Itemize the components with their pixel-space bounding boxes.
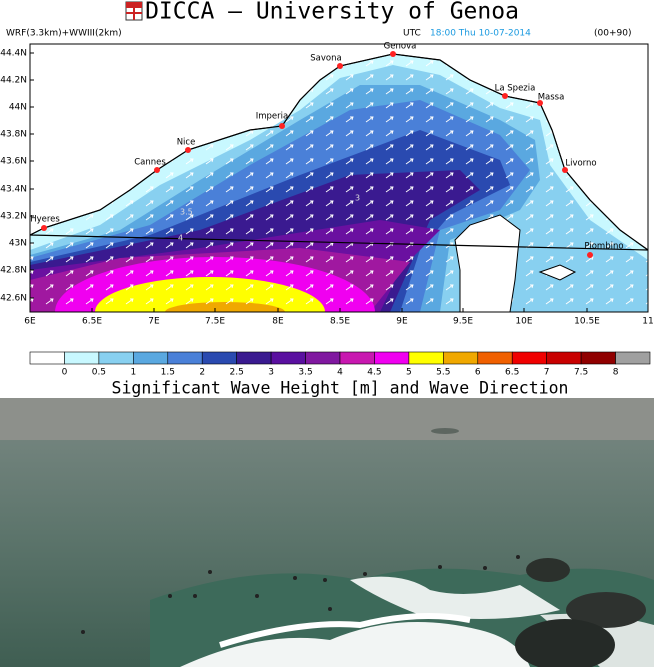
city-label: Savona	[310, 54, 341, 64]
legend-swatch	[98, 351, 134, 365]
legend-label: 2.5	[230, 368, 244, 378]
time-prefix: UTC	[403, 29, 421, 39]
legend-swatch	[64, 351, 100, 365]
legend-swatch	[236, 351, 272, 365]
legend-swatch	[408, 351, 444, 365]
legend-label: 6.5	[505, 368, 519, 378]
legend-swatch	[167, 351, 203, 365]
legend-swatch	[511, 351, 547, 365]
legend-label: 7	[544, 368, 550, 378]
city-dot	[390, 51, 396, 57]
lat-label: 43.2N	[0, 212, 27, 222]
legend-label: 3	[268, 368, 274, 378]
legend-label: 4	[337, 368, 343, 378]
city-dot	[337, 63, 343, 69]
lat-label: 44.2N	[0, 76, 27, 86]
legend-swatch	[615, 351, 651, 365]
lat-label: 44.4N	[0, 49, 27, 59]
city-dot	[587, 252, 593, 258]
legend-label: 1.5	[161, 368, 175, 378]
legend-swatch	[443, 351, 479, 365]
legend-label: 2	[199, 368, 205, 378]
lon-label: 7E	[148, 317, 160, 327]
lat-label: 42.6N	[0, 294, 27, 304]
lon-label: 8.5E	[330, 317, 350, 327]
legend: 0 0.5 1 1.5 2 2.5 3 3.5 4 4.5 5 5.5 6 6.5 7 7.5 8	[29, 351, 651, 378]
city-dot	[41, 225, 47, 231]
legend-label: 7.5	[574, 368, 588, 378]
city-label: Livorno	[565, 159, 596, 169]
corsica	[454, 214, 521, 312]
contour-label: 4	[178, 234, 183, 243]
city-label: Nice	[177, 138, 196, 148]
legend-swatch	[580, 351, 616, 365]
lat-label: 44N	[9, 103, 27, 113]
time-label: 18:00 Thu 10-07-2014	[430, 29, 531, 39]
legend-swatch	[546, 351, 582, 365]
legend-label: 4.5	[367, 368, 381, 378]
city-label: La Spezia	[495, 84, 536, 94]
lon-label: 8E	[272, 317, 284, 327]
legend-swatch	[374, 351, 410, 365]
legend-label: 1	[130, 368, 136, 378]
lon-label: 6.5E	[82, 317, 102, 327]
city-dot	[279, 123, 285, 129]
city-dot	[185, 147, 191, 153]
legend-swatch	[270, 351, 306, 365]
lat-label: 43.6N	[0, 157, 27, 167]
lat-label: 42.8N	[0, 266, 27, 276]
city-label: Imperia	[256, 112, 288, 122]
legend-label: 3.5	[298, 368, 312, 378]
legend-swatch	[477, 351, 513, 365]
map-labels: 44.4N 44.2N 44N 43.8N 43.6N 43.4N 43.2N 43N 42.8…	[0, 42, 654, 327]
title: DICCA — University of Genoa	[145, 0, 519, 25]
contour-label: 3	[355, 194, 360, 203]
city-dot	[562, 167, 568, 173]
city-dot	[537, 100, 543, 106]
legend-label: 0.5	[92, 368, 106, 378]
legend-caption: Significant Wave Height [m] and Wave Dir…	[112, 379, 569, 398]
city-label: Genova	[384, 42, 417, 52]
legend-label: 0	[62, 368, 68, 378]
legend-label: 8	[613, 368, 619, 378]
legend-swatch	[339, 351, 375, 365]
map	[30, 44, 648, 312]
lat-label: 43.8N	[0, 130, 27, 140]
city-label: Hyeres	[30, 215, 60, 225]
legend-label: 5	[406, 368, 412, 378]
legend-swatch	[29, 351, 65, 365]
city-dot	[502, 93, 508, 99]
city-dot	[154, 167, 160, 173]
lon-label: 7.5E	[205, 317, 225, 327]
city-label: Cannes	[134, 158, 166, 168]
legend-label: 5.5	[436, 368, 450, 378]
coastline	[30, 53, 648, 251]
elba	[538, 264, 577, 281]
beach-photo	[0, 398, 654, 667]
lon-label: 10.5E	[574, 317, 600, 327]
city-label: Piombino	[584, 242, 623, 252]
legend-swatch	[305, 351, 341, 365]
map-frame	[29, 43, 649, 313]
lon-label: 9.5E	[453, 317, 473, 327]
model-label: WRF(3.3km)+WWIII(2km)	[6, 29, 122, 39]
lon-label: 9E	[396, 317, 408, 327]
lat-label: 43.4N	[0, 185, 27, 195]
legend-swatch	[201, 351, 237, 365]
contour-label: 3.5	[180, 208, 193, 217]
lon-label: 10E	[515, 317, 532, 327]
legend-label: 6	[475, 368, 481, 378]
lead-label: (00+90)	[594, 29, 631, 39]
legend-swatch	[133, 351, 169, 365]
lat-label: 43N	[9, 239, 27, 249]
lon-label: 11	[642, 317, 653, 327]
city-label: Massa	[538, 93, 565, 103]
logo	[125, 1, 143, 21]
lon-label: 6E	[24, 317, 36, 327]
